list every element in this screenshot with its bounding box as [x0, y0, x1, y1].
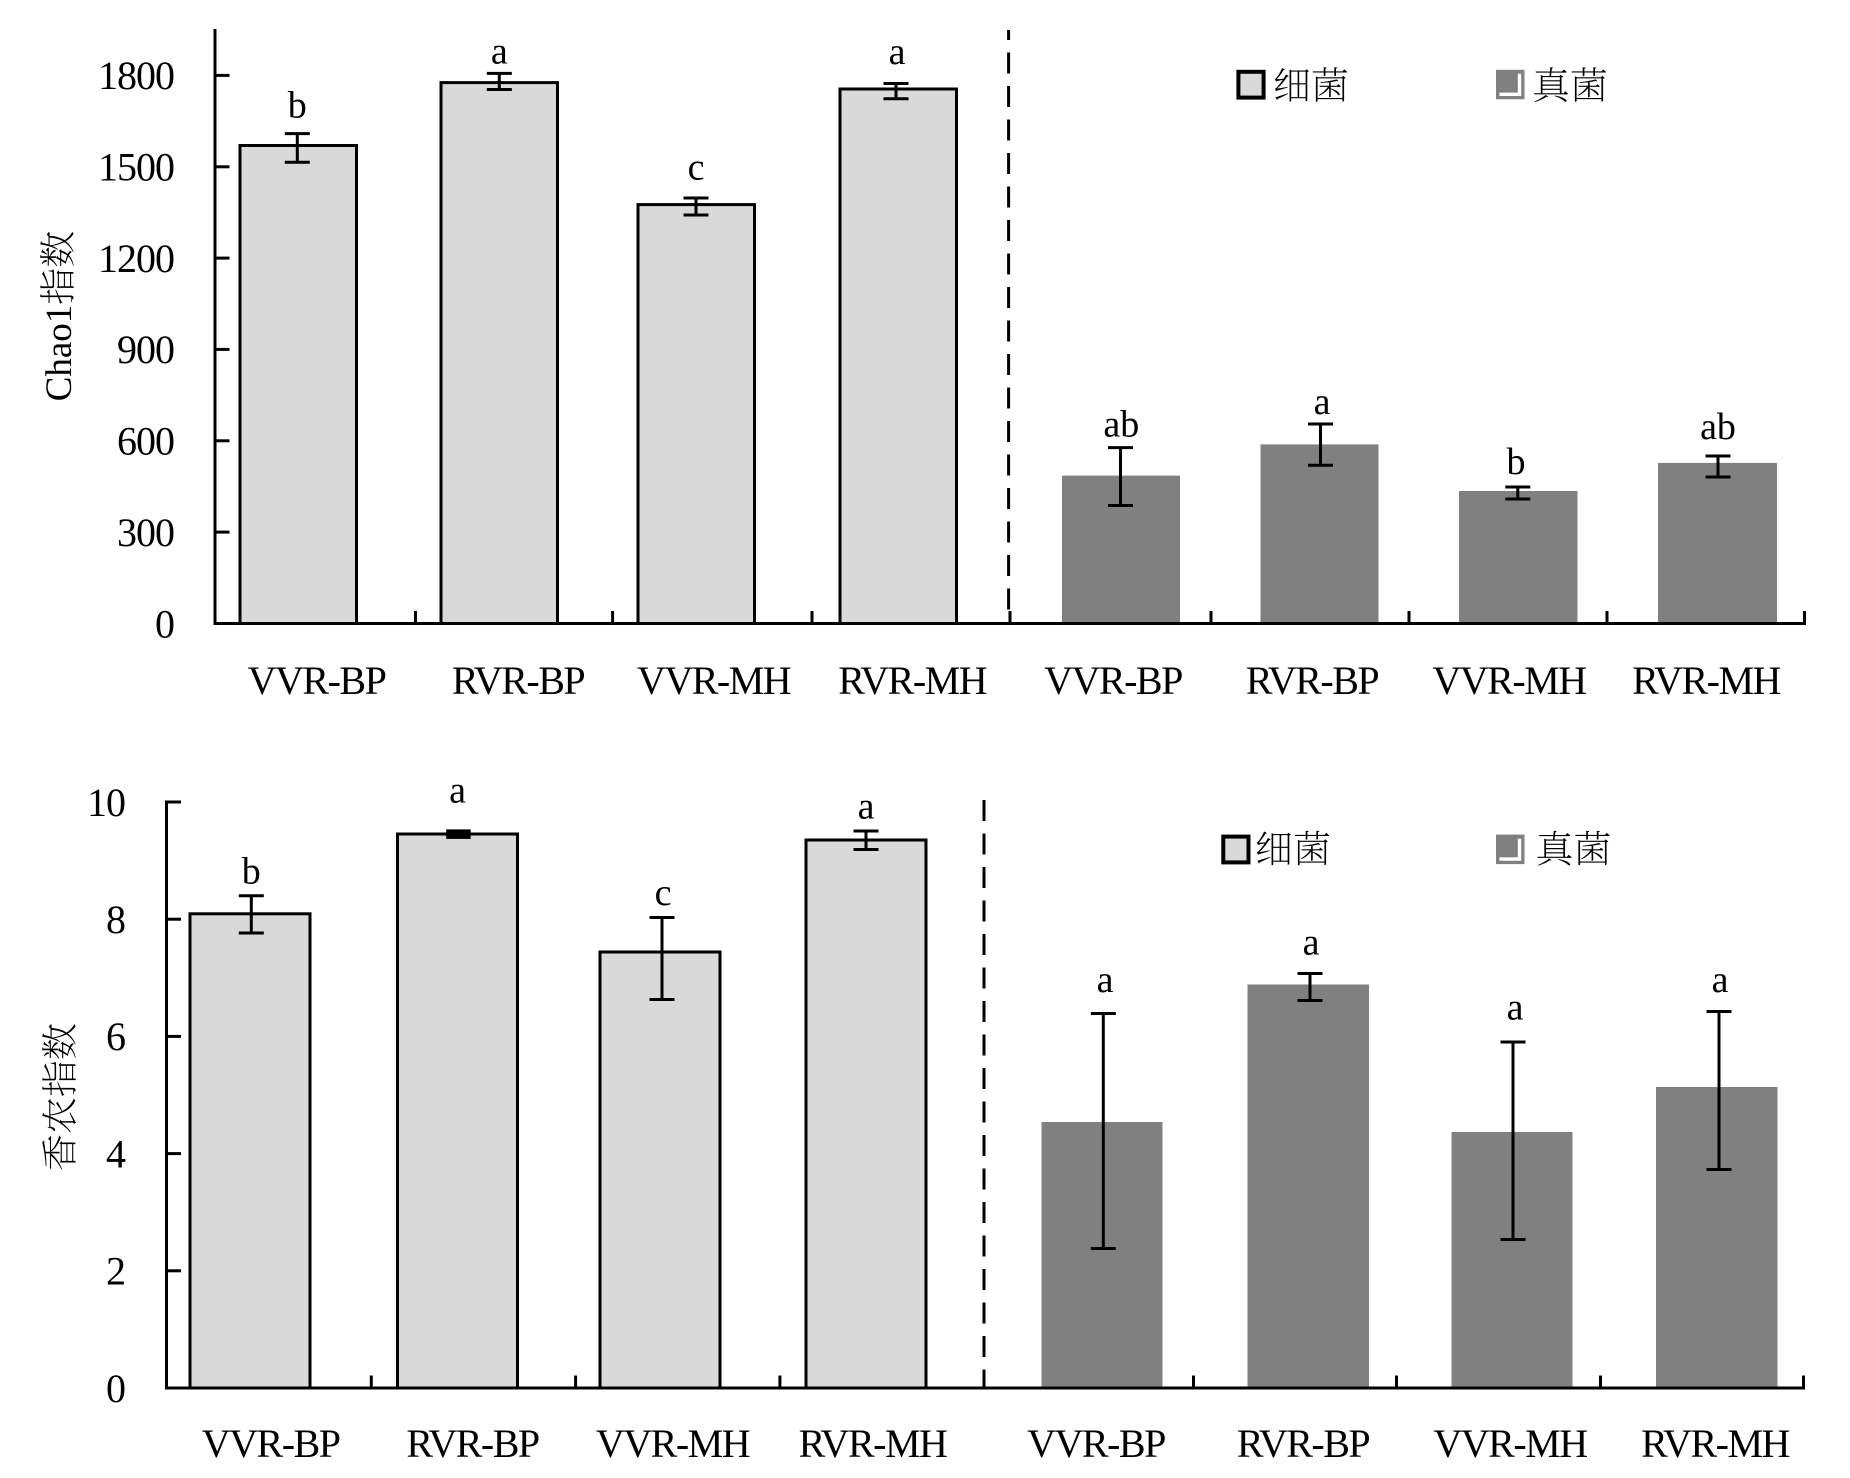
svg-text:a: a: [1303, 922, 1320, 964]
svg-text:RVR-MH: RVR-MH: [1641, 1421, 1789, 1466]
svg-text:a: a: [1507, 987, 1524, 1029]
svg-text:a: a: [858, 786, 875, 828]
svg-text:a: a: [889, 31, 906, 73]
svg-text:a: a: [1712, 959, 1729, 1001]
svg-text:RVR-BP: RVR-BP: [452, 658, 585, 703]
svg-text:VVR-MH: VVR-MH: [1432, 658, 1586, 703]
svg-text:VVR-BP: VVR-BP: [1027, 1421, 1165, 1466]
svg-text:0: 0: [106, 1366, 125, 1411]
svg-text:1200: 1200: [98, 236, 174, 281]
svg-text:2: 2: [106, 1249, 125, 1294]
svg-text:900: 900: [117, 327, 174, 372]
svg-text:300: 300: [117, 510, 174, 555]
svg-text:0: 0: [155, 601, 174, 646]
svg-text:a: a: [1097, 959, 1114, 1001]
svg-text:a: a: [1314, 381, 1331, 423]
svg-text:10: 10: [87, 780, 125, 825]
svg-text:RVR-BP: RVR-BP: [1246, 658, 1379, 703]
svg-text:1500: 1500: [98, 145, 174, 190]
svg-text:8: 8: [106, 897, 125, 942]
svg-text:VVR-BP: VVR-BP: [1044, 658, 1182, 703]
svg-text:VVR-BP: VVR-BP: [202, 1421, 340, 1466]
svg-text:b: b: [288, 85, 307, 127]
svg-text:ab: ab: [1700, 406, 1736, 448]
svg-text:a: a: [491, 31, 508, 73]
svg-text:RVR-MH: RVR-MH: [838, 658, 986, 703]
svg-text:Chao1: Chao1: [39, 305, 80, 402]
svg-text:VVR-MH: VVR-MH: [1433, 1421, 1587, 1466]
svg-text:VVR-MH: VVR-MH: [637, 658, 791, 703]
svg-text:VVR-BP: VVR-BP: [248, 658, 386, 703]
svg-text:RVR-MH: RVR-MH: [799, 1421, 947, 1466]
svg-text:RVR-MH: RVR-MH: [1632, 658, 1780, 703]
svg-text:a: a: [449, 770, 466, 812]
svg-text:RVR-BP: RVR-BP: [1237, 1421, 1370, 1466]
svg-text:b: b: [1507, 441, 1526, 483]
svg-text:b: b: [242, 850, 261, 892]
svg-text:ab: ab: [1103, 404, 1139, 446]
svg-text:RVR-BP: RVR-BP: [406, 1421, 539, 1466]
svg-text:1800: 1800: [98, 53, 174, 98]
svg-text:600: 600: [117, 419, 174, 464]
svg-text:c: c: [655, 872, 672, 914]
svg-text:VVR-MH: VVR-MH: [596, 1421, 750, 1466]
svg-text:4: 4: [106, 1131, 126, 1176]
svg-text:c: c: [688, 147, 705, 189]
svg-text:6: 6: [106, 1014, 125, 1059]
